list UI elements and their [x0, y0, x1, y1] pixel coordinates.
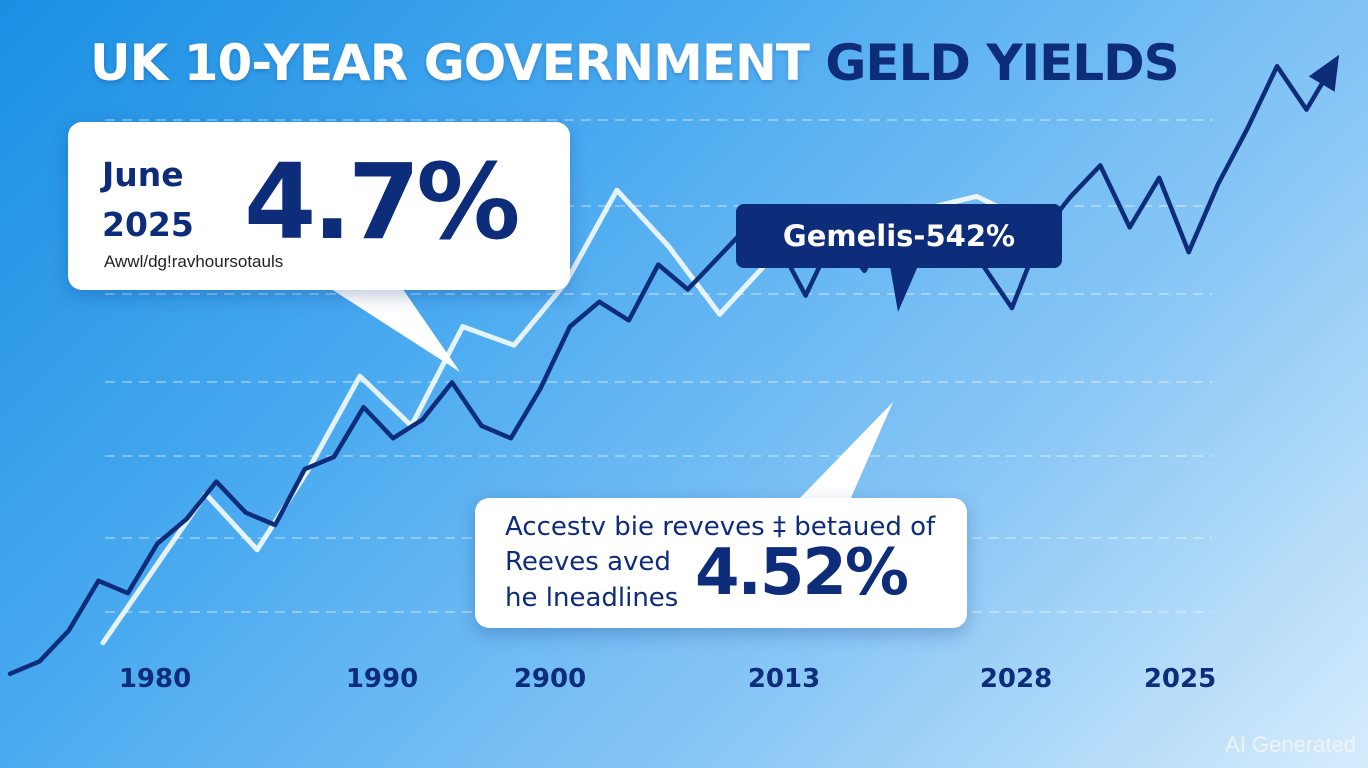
- callout-reeves: Accestv bie reveves ‡ betaued of Reeves …: [475, 498, 967, 628]
- chart-title-main: UK 10-YEAR GOVERNMENT: [90, 34, 826, 92]
- callout-pointers: [325, 266, 918, 500]
- x-tick-label: 2900: [514, 664, 586, 694]
- x-axis-tick-labels: 1980 1990 2900 2013 2028 2025: [119, 664, 1216, 694]
- chart-title-accent: GELD YIELDS: [825, 34, 1179, 92]
- callout-subtext: Awwl/dg!ravhoursotauls: [104, 252, 284, 271]
- callout-month: June: [102, 155, 184, 194]
- x-tick-label: 2028: [980, 664, 1052, 694]
- arrowhead: [1308, 54, 1340, 92]
- callout-reeves-line3: he lneadlines: [505, 583, 679, 613]
- x-tick-label: 2025: [1144, 664, 1216, 694]
- callout-reeves-line2: Reeves aved: [505, 547, 671, 577]
- callout-gemelis: Gemelis-542%: [736, 204, 1062, 268]
- callout-june-2025: June 2025 4.7% Awwl/dg!ravhoursotauls: [68, 122, 570, 290]
- callout-reeves-value: 4.52%: [695, 536, 909, 610]
- callout-year: 2025: [102, 205, 194, 244]
- x-tick-label: 1990: [346, 664, 418, 694]
- x-tick-label: 2013: [748, 664, 820, 694]
- arrow-up-right-icon: [1308, 54, 1340, 92]
- watermark: AI Generated: [1225, 732, 1356, 757]
- callout-yield-value: 4.7%: [244, 141, 520, 263]
- reeves-callout-pointer: [798, 402, 893, 500]
- chart-title: UK 10-YEAR GOVERNMENT GELD YIELDS: [90, 34, 1180, 92]
- callout-reeves-line1: Accestv bie reveves ‡ betaued of: [505, 512, 936, 542]
- callout-reeves-lines: Reeves aved he lneadlines: [505, 544, 678, 616]
- gemelis-callout-pointer: [890, 266, 918, 312]
- june-callout-pointer: [325, 285, 460, 372]
- callout-date: June 2025: [102, 150, 194, 250]
- x-tick-label: 1980: [119, 664, 191, 694]
- series-line-1: [7, 57, 1339, 677]
